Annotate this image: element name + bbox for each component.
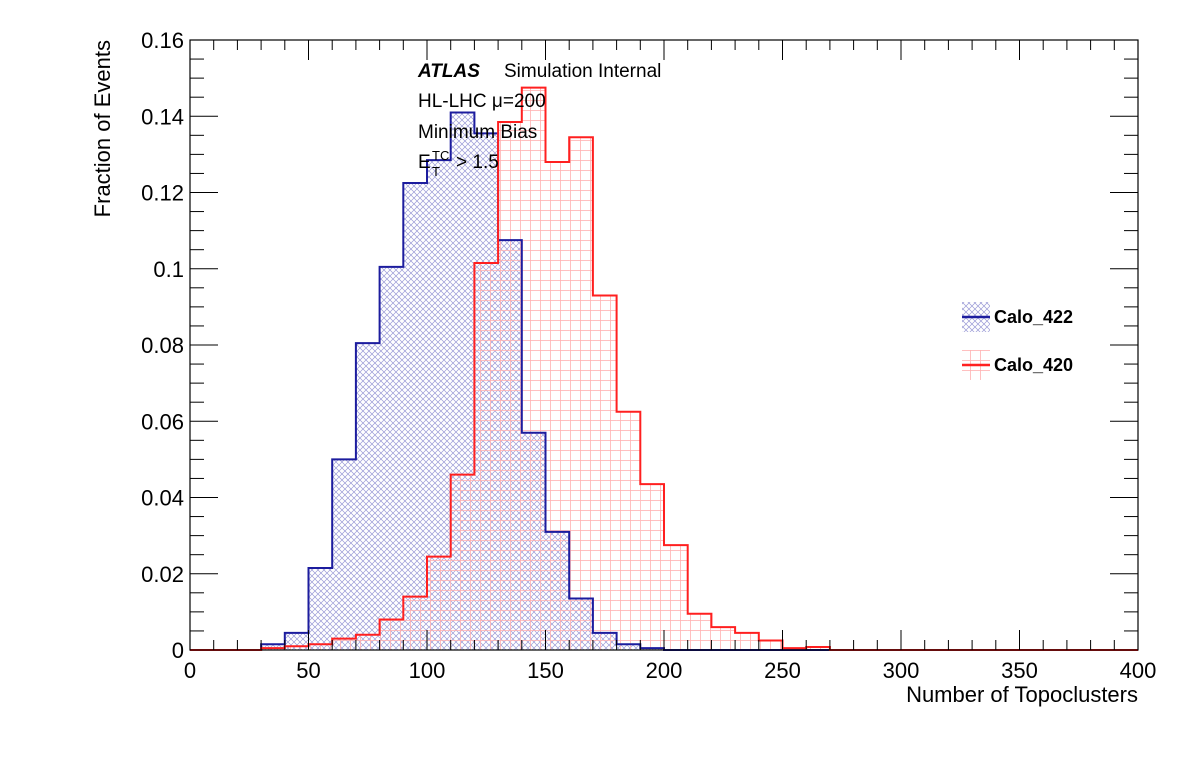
- bar-calo-420-17: [664, 545, 688, 650]
- bar-calo-420-21: [758, 640, 783, 650]
- legend-label-calo-422: Calo_422: [994, 307, 1073, 327]
- bar-calo-420-12: [545, 162, 570, 650]
- annotation-et-sub: T: [432, 164, 440, 179]
- y-tick-label: 0.06: [141, 409, 184, 434]
- bar-calo-420-14: [592, 295, 617, 650]
- bar-calo-420-11: [521, 87, 546, 650]
- bar-calo-420-7: [427, 556, 451, 650]
- bar-calo-420-15: [616, 411, 641, 650]
- bar-calo-420-20: [735, 632, 759, 650]
- annotation-line-3: Minimum Bias: [418, 122, 537, 143]
- y-tick-label: 0: [172, 638, 184, 663]
- y-tick-label: 0.1: [153, 257, 184, 282]
- bar-calo-420-4: [355, 634, 380, 650]
- bar-calo-420-2: [308, 644, 333, 650]
- y-tick-label: 0.14: [141, 104, 184, 129]
- bar-calo-422-5: [379, 266, 404, 650]
- x-tick-label: 50: [296, 658, 320, 683]
- bar-calo-420-13: [569, 137, 593, 650]
- bar-calo-420-16: [640, 484, 664, 650]
- atlas-suffix: Simulation Internal: [504, 61, 661, 82]
- y-tick-label: 0.04: [141, 486, 184, 511]
- x-tick-label: 250: [764, 658, 801, 683]
- bar-calo-422-2: [308, 568, 333, 650]
- legend: Calo_422 Calo_420: [962, 302, 1073, 380]
- bar-calo-420-18: [687, 613, 712, 650]
- series-line-calo-420: [190, 86, 1138, 651]
- x-tick-label: 0: [184, 658, 196, 683]
- annotation-et-sup: TC: [432, 148, 449, 163]
- bar-calo-422-7: [427, 160, 451, 650]
- bar-calo-420-8: [450, 474, 475, 650]
- annotation-et-rest: > 1.5: [456, 152, 499, 173]
- x-tick-label: 100: [409, 658, 446, 683]
- y-tick-label: 0.12: [141, 181, 184, 206]
- bar-calo-420-10: [498, 121, 522, 650]
- bar-calo-420-3: [332, 638, 356, 650]
- legend-label-calo-420: Calo_420: [994, 355, 1073, 375]
- x-tick-label: 200: [646, 658, 683, 683]
- bar-calo-420-23: [806, 646, 830, 650]
- bar-calo-420-6: [403, 596, 427, 650]
- bar-calo-420-1: [284, 646, 309, 650]
- annotation-et-E: E: [418, 152, 431, 173]
- y-axis-title: Fraction of Events: [90, 40, 115, 217]
- bar-calo-422-3: [332, 459, 356, 650]
- bar-calo-420-19: [711, 627, 736, 650]
- y-tick-label: 0.16: [141, 28, 184, 53]
- bar-calo-422-4: [355, 343, 380, 650]
- series-line-calo-422: [190, 111, 1138, 651]
- x-tick-label: 150: [527, 658, 564, 683]
- x-axis-title: Number of Topoclusters: [906, 682, 1138, 707]
- atlas-label: ATLAS: [417, 61, 480, 82]
- x-tick-label: 350: [1001, 658, 1038, 683]
- x-tick-label: 300: [883, 658, 920, 683]
- bar-calo-420-9: [474, 263, 499, 650]
- x-tick-label: 400: [1120, 658, 1157, 683]
- bar-calo-422-6: [403, 182, 427, 650]
- annotation-line-2: HL-LHC μ=200: [418, 91, 546, 112]
- y-tick-label: 0.02: [141, 562, 184, 587]
- y-tick-label: 0.08: [141, 333, 184, 358]
- bar-calo-420-5: [379, 619, 404, 650]
